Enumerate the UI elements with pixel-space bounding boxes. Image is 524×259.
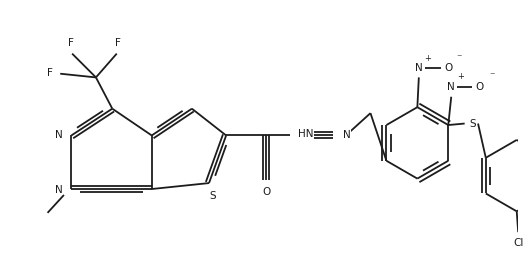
Text: HN: HN	[298, 129, 313, 139]
Text: F: F	[47, 68, 53, 78]
Text: +: +	[457, 72, 464, 81]
Text: O: O	[262, 187, 270, 197]
Text: O: O	[444, 63, 453, 74]
Text: Cl: Cl	[513, 238, 523, 248]
Text: N: N	[343, 130, 351, 140]
Text: F: F	[115, 38, 121, 48]
Text: F: F	[69, 38, 74, 48]
Text: N: N	[55, 185, 62, 195]
Text: ⁻: ⁻	[456, 53, 462, 63]
Text: O: O	[475, 82, 484, 92]
Text: ⁻: ⁻	[489, 71, 495, 81]
Text: +: +	[424, 54, 431, 63]
Text: S: S	[470, 119, 476, 128]
Text: N: N	[447, 82, 455, 92]
Text: N: N	[55, 130, 62, 140]
Text: N: N	[415, 63, 423, 74]
Text: S: S	[210, 191, 216, 201]
